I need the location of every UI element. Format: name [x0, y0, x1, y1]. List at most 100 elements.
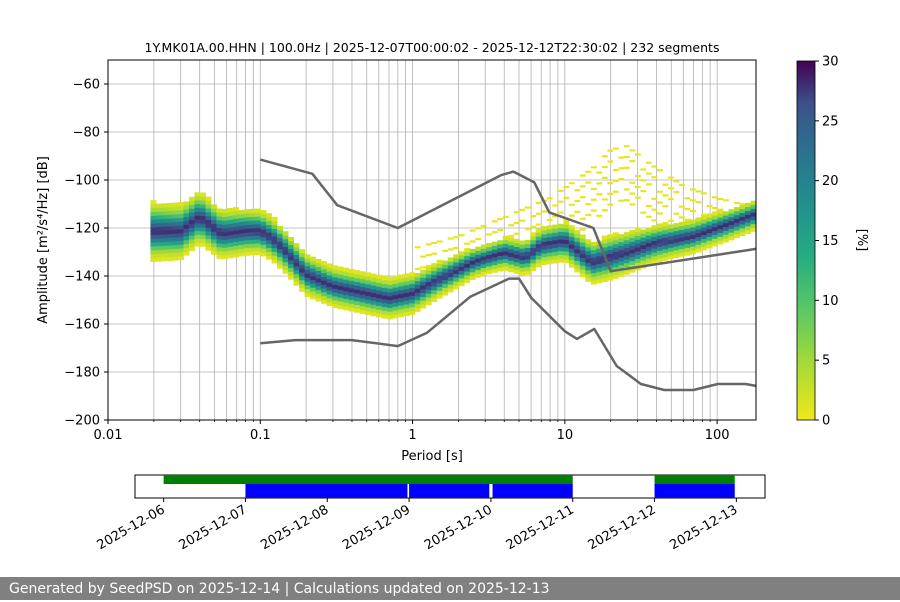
psd-cell: [519, 252, 526, 257]
psd-cell: [166, 218, 173, 223]
psd-cell: [321, 284, 328, 289]
psd-cell-sparse: [607, 192, 614, 195]
psd-cell: [568, 228, 575, 234]
psd-cell: [502, 239, 509, 244]
psd-cell: [222, 254, 228, 260]
psd-cell: [469, 260, 476, 265]
colorbar-tick-label: 15: [822, 234, 839, 249]
psd-cell: [177, 248, 184, 253]
psd-cell: [155, 245, 162, 251]
psd-cell: [161, 237, 168, 243]
psd-cell-sparse: [442, 249, 449, 252]
psd-cell: [376, 274, 383, 280]
psd-cell: [601, 247, 608, 252]
psd-cell-sparse: [640, 190, 647, 193]
colorbar-tick-label: 5: [822, 354, 830, 369]
psd-cell: [442, 291, 449, 296]
psd-cell: [530, 247, 537, 252]
psd-cell: [199, 200, 206, 205]
psd-cell-sparse: [491, 231, 498, 234]
psd-cell: [662, 237, 669, 242]
psd-cell: [684, 232, 691, 237]
psd-cell: [288, 252, 294, 257]
psd-cell: [651, 248, 658, 253]
psd-cell: [299, 249, 305, 254]
psd-cell: [733, 226, 740, 231]
psd-cell: [486, 262, 493, 267]
psd-cell: [480, 259, 487, 265]
psd-cell: [376, 305, 383, 310]
psd-cell: [739, 228, 746, 233]
psd-cell: [557, 246, 564, 252]
psd-cell: [557, 250, 564, 255]
psd-cell: [183, 235, 190, 241]
psd-cell: [645, 235, 652, 240]
psd-cell-sparse: [585, 181, 592, 184]
x-tick-label: 0.01: [94, 428, 123, 443]
psd-cell: [530, 232, 537, 237]
psd-cell-sparse: [673, 212, 680, 215]
psd-cell-sparse: [563, 185, 570, 189]
psd-cell: [332, 288, 339, 293]
psd-cell-sparse: [513, 211, 520, 214]
psd-cell-sparse: [414, 267, 421, 270]
psd-cell: [574, 233, 581, 238]
psd-cell: [651, 244, 658, 249]
psd-cell: [480, 256, 487, 261]
psd-cell: [387, 276, 394, 282]
psd-cell: [199, 196, 206, 201]
timeline-tick-label: 2025-12-10: [422, 502, 495, 553]
psd-cell: [255, 208, 261, 213]
psd-cell: [376, 282, 383, 287]
psd-cell-sparse: [640, 211, 647, 214]
psd-cell: [629, 245, 636, 250]
psd-cell: [436, 282, 443, 288]
psd-cell: [326, 271, 333, 276]
psd-cell-sparse: [634, 175, 641, 178]
psd-cell: [150, 257, 157, 262]
psd-cell: [563, 224, 570, 229]
psd-heatmap: [150, 145, 757, 320]
psd-cell: [293, 246, 300, 252]
psd-cell: [728, 232, 735, 237]
psd-cell: [211, 212, 217, 217]
psd-cell: [293, 281, 300, 286]
psd-cell: [299, 256, 305, 262]
psd-cell: [205, 231, 212, 236]
psd-cell: [172, 225, 179, 230]
psd-cell: [662, 241, 669, 246]
psd-cell: [645, 258, 652, 263]
psd-cell: [722, 230, 729, 235]
psd-cell: [425, 277, 432, 283]
psd-cell: [541, 237, 548, 242]
psd-cell: [453, 261, 460, 267]
psd-cell: [398, 289, 405, 295]
psd-cell: [574, 241, 581, 246]
psd-cell: [365, 283, 372, 289]
psd-cell: [623, 239, 630, 245]
psd-cell: [188, 212, 195, 217]
psd-cell: [541, 260, 548, 265]
psd-cell: [315, 293, 322, 298]
psd-cell: [656, 250, 663, 255]
psd-cell: [238, 217, 245, 222]
psd-cell: [420, 273, 427, 278]
psd-cell: [216, 216, 223, 221]
psd-cell: [216, 254, 223, 259]
psd-cell: [354, 296, 361, 302]
psd-cell: [546, 252, 553, 257]
psd-cell: [667, 224, 674, 229]
psd-cell: [255, 212, 261, 217]
psd-cell-sparse: [667, 198, 674, 201]
psd-cell: [332, 276, 339, 282]
psd-cell: [177, 225, 184, 230]
psd-cell: [585, 254, 592, 259]
psd-cell: [623, 259, 630, 264]
psd-cell: [166, 233, 173, 238]
psd-cell: [244, 220, 250, 225]
psd-cell: [436, 294, 443, 299]
psd-cell: [348, 307, 355, 312]
psd-cell: [689, 242, 696, 247]
psd-cell: [238, 210, 245, 215]
psd-cell: [282, 238, 289, 244]
